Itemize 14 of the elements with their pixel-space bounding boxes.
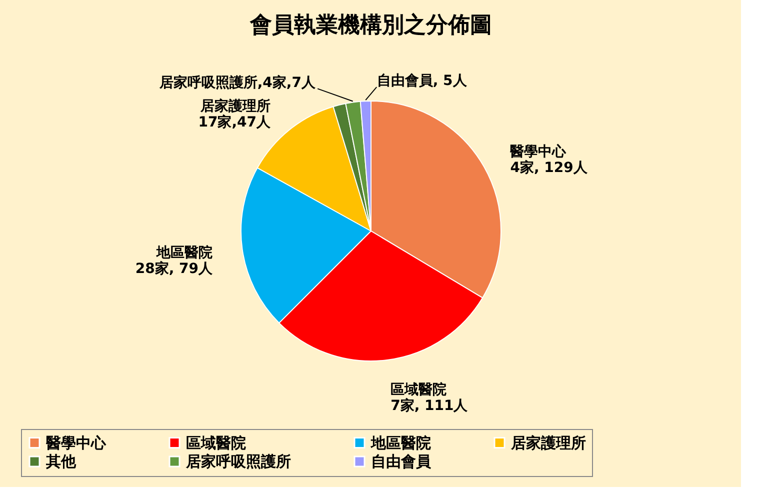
legend-label: 自由會員 xyxy=(371,452,432,470)
data-label: 居家呼吸照護所,4家,7人 xyxy=(158,74,316,92)
legend-label: 其他 xyxy=(45,452,77,470)
chart-title: 會員執業機構別之分佈圖 xyxy=(249,12,492,38)
data-label: 自由會員, 5人 xyxy=(376,73,468,90)
legend-label: 居家護理所 xyxy=(510,434,586,452)
data-label: 區域醫院 7家, 111人 xyxy=(390,380,469,414)
data-label: 居家護理所 17家,47人 xyxy=(198,97,272,130)
legend-label: 居家呼吸照護所 xyxy=(185,452,291,470)
data-label: 地區醫院 28家, 79人 xyxy=(135,244,214,278)
data-label: 醫學中心 4家, 129人 xyxy=(509,143,588,176)
legend-label: 區域醫院 xyxy=(186,434,246,452)
legend-label: 醫學中心 xyxy=(46,434,107,452)
legend-label: 地區醫院 xyxy=(370,434,431,452)
